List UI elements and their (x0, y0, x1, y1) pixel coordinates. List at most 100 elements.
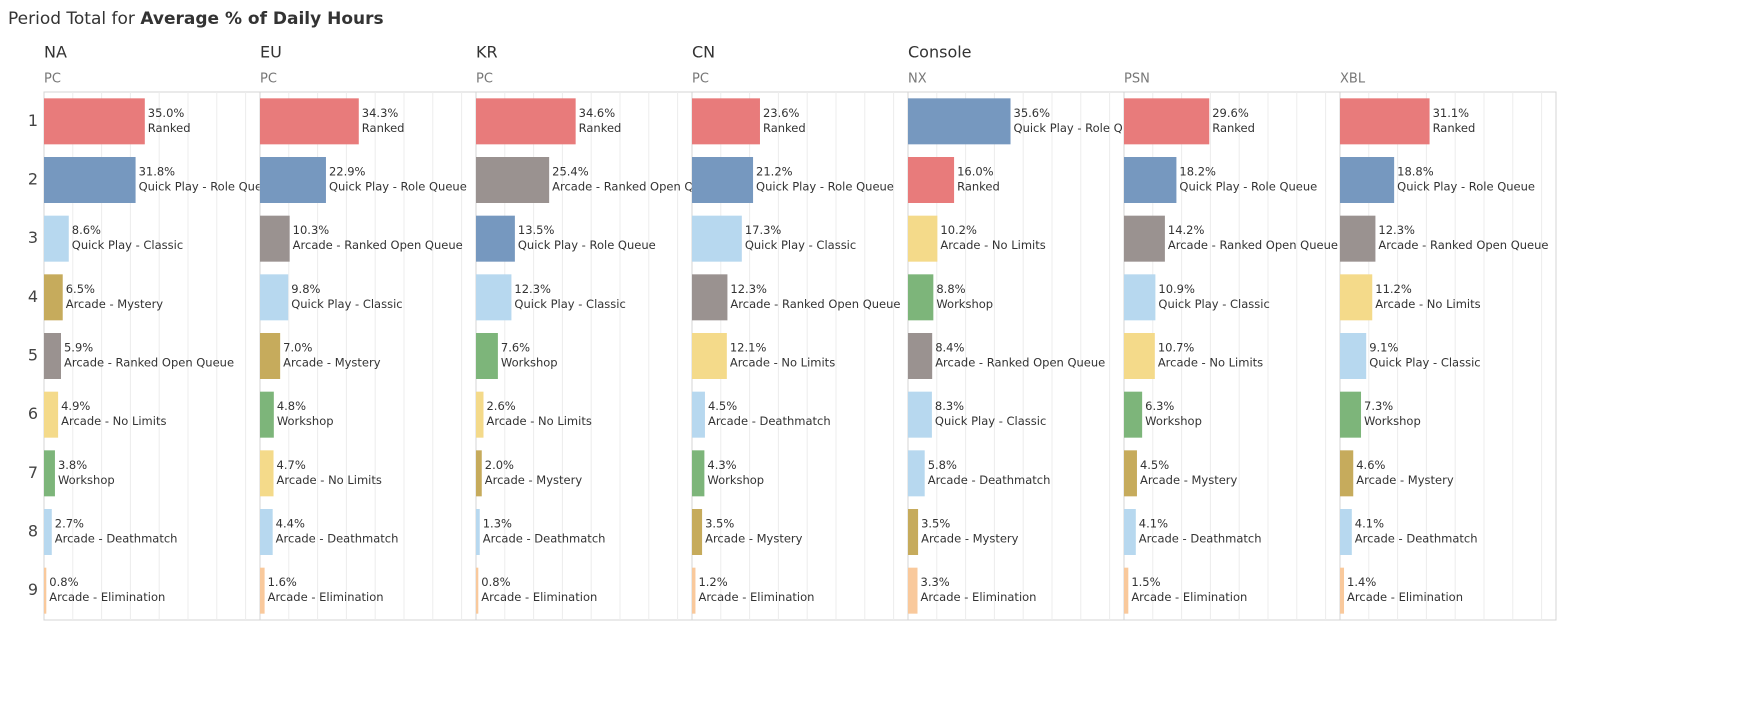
bar (1340, 98, 1430, 145)
bar (44, 98, 145, 145)
value-label: 11.2% (1375, 282, 1412, 296)
bar (692, 157, 754, 203)
category-label: Quick Play - Classic (1158, 297, 1269, 311)
value-label: 14.2% (1168, 223, 1205, 237)
bar (1124, 509, 1136, 555)
category-label: Arcade - Elimination (49, 590, 165, 604)
region-header: EU (260, 43, 282, 62)
value-label: 18.8% (1397, 165, 1434, 179)
category-label: Arcade - Deathmatch (483, 532, 606, 546)
category-label: Workshop (58, 473, 115, 487)
bar (908, 157, 955, 203)
bar (476, 333, 498, 379)
category-label: Ranked (763, 121, 806, 135)
category-label: Arcade - No Limits (940, 238, 1045, 252)
value-label: 23.6% (763, 106, 800, 120)
bar (908, 567, 918, 614)
bar (476, 567, 479, 614)
category-label: Arcade - Elimination (1347, 590, 1463, 604)
value-label: 6.3% (1145, 399, 1174, 413)
bar (476, 215, 515, 262)
bar (1340, 215, 1376, 262)
value-label: 0.8% (481, 575, 510, 589)
value-label: 4.7% (277, 458, 306, 472)
platform-header: PC (260, 72, 277, 87)
category-label: Arcade - Mystery (1356, 473, 1454, 487)
category-label: Arcade - Ranked Open Queue (64, 356, 234, 370)
value-label: 25.4% (552, 165, 589, 179)
value-label: 3.5% (921, 517, 950, 531)
category-label: Arcade - No Limits (277, 473, 382, 487)
chart-title: Period Total for Average % of Daily Hour… (8, 9, 384, 29)
category-label: Arcade - Deathmatch (1355, 532, 1478, 546)
platform-header: NX (908, 72, 927, 87)
category-label: Workshop (936, 297, 993, 311)
value-label: 7.6% (501, 341, 530, 355)
platform-header: PC (476, 72, 493, 87)
bar (1124, 157, 1177, 203)
value-label: 2.6% (486, 399, 515, 413)
bar (44, 333, 61, 379)
bar (476, 450, 482, 497)
bar (908, 274, 934, 321)
category-label: Quick Play - Role Queue (1014, 121, 1152, 135)
category-label: Quick Play - Role Queue (756, 180, 894, 194)
category-label: Quick Play - Classic (72, 238, 183, 252)
bar (1340, 391, 1362, 438)
category-label: Quick Play - Classic (745, 238, 856, 252)
bar (692, 567, 696, 614)
platform-header: PSN (1124, 72, 1150, 87)
bar (44, 274, 63, 321)
bar (692, 215, 742, 262)
bar (1340, 567, 1345, 614)
bar (692, 333, 727, 379)
category-label: Quick Play - Role Queue (518, 238, 656, 252)
bar (44, 215, 69, 262)
bar (260, 391, 274, 438)
value-label: 7.3% (1364, 399, 1393, 413)
category-label: Workshop (1364, 414, 1421, 428)
bar (908, 333, 933, 379)
row-label: 9 (28, 580, 38, 599)
value-label: 9.8% (291, 282, 320, 296)
bar (260, 450, 274, 497)
value-label: 35.6% (1014, 106, 1051, 120)
bar (44, 157, 136, 203)
bar (260, 509, 273, 555)
category-label: Quick Play - Classic (1369, 356, 1480, 370)
category-label: Workshop (707, 473, 764, 487)
bar (44, 567, 47, 614)
bar (692, 450, 705, 497)
value-label: 8.3% (935, 399, 964, 413)
value-label: 16.0% (957, 165, 994, 179)
bar (908, 215, 938, 262)
bar (476, 509, 480, 555)
value-label: 10.2% (940, 223, 977, 237)
bar (260, 157, 326, 203)
bar (1124, 274, 1156, 321)
value-label: 5.9% (64, 341, 93, 355)
category-label: Ranked (1433, 121, 1476, 135)
platform-header: XBL (1340, 72, 1366, 87)
bar (908, 509, 919, 555)
value-label: 34.6% (579, 106, 616, 120)
bar (692, 98, 760, 145)
value-label: 4.1% (1139, 517, 1168, 531)
bar (692, 274, 728, 321)
value-label: 0.8% (49, 575, 78, 589)
category-label: Arcade - Mystery (485, 473, 583, 487)
value-label: 2.0% (485, 458, 514, 472)
value-label: 29.6% (1212, 106, 1249, 120)
value-label: 4.4% (276, 517, 305, 531)
category-label: Arcade - Deathmatch (928, 473, 1051, 487)
category-label: Arcade - Ranked Open Queue (293, 238, 463, 252)
category-label: Ranked (579, 121, 622, 135)
row-label: 8 (28, 522, 38, 541)
value-label: 10.9% (1158, 282, 1195, 296)
category-label: Arcade - Mystery (921, 532, 1019, 546)
bar (1124, 98, 1210, 145)
category-label: Ranked (148, 121, 191, 135)
bar (44, 391, 59, 438)
value-label: 31.1% (1433, 106, 1470, 120)
category-label: Arcade - Mystery (705, 532, 803, 546)
